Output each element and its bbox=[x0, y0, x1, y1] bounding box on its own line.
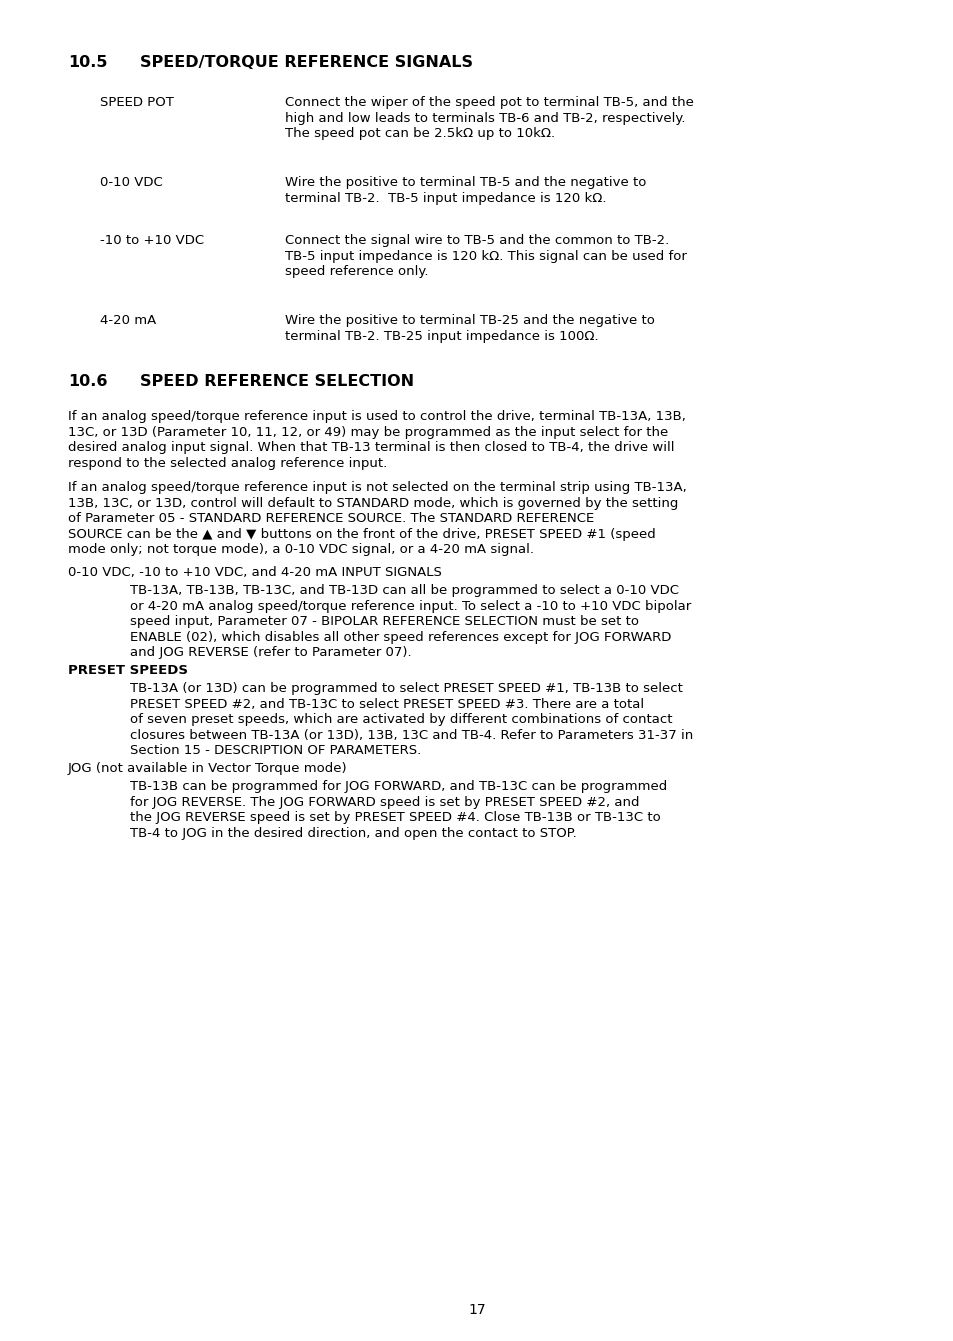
Text: TB-13A, TB-13B, TB-13C, and TB-13D can all be programmed to select a 0-10 VDC: TB-13A, TB-13B, TB-13C, and TB-13D can a… bbox=[130, 583, 679, 597]
Text: 10.6: 10.6 bbox=[68, 374, 108, 389]
Text: 0-10 VDC, -10 to +10 VDC, and 4-20 mA INPUT SIGNALS: 0-10 VDC, -10 to +10 VDC, and 4-20 mA IN… bbox=[68, 566, 441, 579]
Text: Wire the positive to terminal TB-5 and the negative to: Wire the positive to terminal TB-5 and t… bbox=[285, 176, 646, 189]
Text: SPEED REFERENCE SELECTION: SPEED REFERENCE SELECTION bbox=[140, 374, 414, 389]
Text: The speed pot can be 2.5kΩ up to 10kΩ.: The speed pot can be 2.5kΩ up to 10kΩ. bbox=[285, 127, 555, 139]
Text: for JOG REVERSE. The JOG FORWARD speed is set by PRESET SPEED #2, and: for JOG REVERSE. The JOG FORWARD speed i… bbox=[130, 795, 639, 809]
Text: If an analog speed/torque reference input is used to control the drive, terminal: If an analog speed/torque reference inpu… bbox=[68, 410, 685, 422]
Text: PRESET SPEED #2, and TB-13C to select PRESET SPEED #3. There are a total: PRESET SPEED #2, and TB-13C to select PR… bbox=[130, 697, 643, 711]
Text: TB-4 to JOG in the desired direction, and open the contact to STOP.: TB-4 to JOG in the desired direction, an… bbox=[130, 826, 577, 839]
Text: PRESET SPEEDS: PRESET SPEEDS bbox=[68, 664, 188, 677]
Text: terminal TB-2. TB-25 input impedance is 100Ω.: terminal TB-2. TB-25 input impedance is … bbox=[285, 330, 598, 342]
Text: the JOG REVERSE speed is set by PRESET SPEED #4. Close TB-13B or TB-13C to: the JOG REVERSE speed is set by PRESET S… bbox=[130, 811, 660, 823]
Text: 17: 17 bbox=[468, 1303, 485, 1317]
Text: SPEED/TORQUE REFERENCE SIGNALS: SPEED/TORQUE REFERENCE SIGNALS bbox=[140, 55, 473, 70]
Text: or 4-20 mA analog speed/torque reference input. To select a -10 to +10 VDC bipol: or 4-20 mA analog speed/torque reference… bbox=[130, 599, 691, 613]
Text: TB-13B can be programmed for JOG FORWARD, and TB-13C can be programmed: TB-13B can be programmed for JOG FORWARD… bbox=[130, 780, 666, 793]
Text: of Parameter 05 - STANDARD REFERENCE SOURCE. The STANDARD REFERENCE: of Parameter 05 - STANDARD REFERENCE SOU… bbox=[68, 512, 594, 524]
Text: desired analog input signal. When that TB-13 terminal is then closed to TB-4, th: desired analog input signal. When that T… bbox=[68, 441, 674, 455]
Text: Connect the signal wire to TB-5 and the common to TB-2.: Connect the signal wire to TB-5 and the … bbox=[285, 233, 669, 247]
Text: 13B, 13C, or 13D, control will default to STANDARD mode, which is governed by th: 13B, 13C, or 13D, control will default t… bbox=[68, 496, 678, 510]
Text: mode only; not torque mode), a 0-10 VDC signal, or a 4-20 mA signal.: mode only; not torque mode), a 0-10 VDC … bbox=[68, 543, 534, 557]
Text: high and low leads to terminals TB-6 and TB-2, respectively.: high and low leads to terminals TB-6 and… bbox=[285, 111, 685, 125]
Text: SPEED POT: SPEED POT bbox=[100, 97, 173, 109]
Text: If an analog speed/torque reference input is not selected on the terminal strip : If an analog speed/torque reference inpu… bbox=[68, 481, 686, 493]
Text: closures between TB-13A (or 13D), 13B, 13C and TB-4. Refer to Parameters 31-37 i: closures between TB-13A (or 13D), 13B, 1… bbox=[130, 728, 693, 742]
Text: 4-20 mA: 4-20 mA bbox=[100, 314, 156, 327]
Text: TB-13A (or 13D) can be programmed to select PRESET SPEED #1, TB-13B to select: TB-13A (or 13D) can be programmed to sel… bbox=[130, 683, 682, 695]
Text: speed input, Parameter 07 - BIPOLAR REFERENCE SELECTION must be set to: speed input, Parameter 07 - BIPOLAR REFE… bbox=[130, 616, 639, 628]
Text: 0-10 VDC: 0-10 VDC bbox=[100, 176, 163, 189]
Text: 13C, or 13D (Parameter 10, 11, 12, or 49) may be programmed as the input select : 13C, or 13D (Parameter 10, 11, 12, or 49… bbox=[68, 425, 667, 439]
Text: 10.5: 10.5 bbox=[68, 55, 108, 70]
Text: Connect the wiper of the speed pot to terminal TB-5, and the: Connect the wiper of the speed pot to te… bbox=[285, 97, 693, 109]
Text: of seven preset speeds, which are activated by different combinations of contact: of seven preset speeds, which are activa… bbox=[130, 713, 672, 725]
Text: ENABLE (02), which disables all other speed references except for JOG FORWARD: ENABLE (02), which disables all other sp… bbox=[130, 630, 671, 644]
Text: TB-5 input impedance is 120 kΩ. This signal can be used for: TB-5 input impedance is 120 kΩ. This sig… bbox=[285, 249, 686, 263]
Text: SOURCE can be the ▲ and ▼ buttons on the front of the drive, PRESET SPEED #1 (sp: SOURCE can be the ▲ and ▼ buttons on the… bbox=[68, 527, 655, 540]
Text: terminal TB-2.  TB-5 input impedance is 120 kΩ.: terminal TB-2. TB-5 input impedance is 1… bbox=[285, 192, 606, 204]
Text: speed reference only.: speed reference only. bbox=[285, 266, 428, 278]
Text: -10 to +10 VDC: -10 to +10 VDC bbox=[100, 233, 204, 247]
Text: Wire the positive to terminal TB-25 and the negative to: Wire the positive to terminal TB-25 and … bbox=[285, 314, 654, 327]
Text: and JOG REVERSE (refer to Parameter 07).: and JOG REVERSE (refer to Parameter 07). bbox=[130, 646, 411, 658]
Text: JOG (not available in Vector Torque mode): JOG (not available in Vector Torque mode… bbox=[68, 762, 347, 775]
Text: Section 15 - DESCRIPTION OF PARAMETERS.: Section 15 - DESCRIPTION OF PARAMETERS. bbox=[130, 744, 421, 758]
Text: respond to the selected analog reference input.: respond to the selected analog reference… bbox=[68, 456, 387, 469]
